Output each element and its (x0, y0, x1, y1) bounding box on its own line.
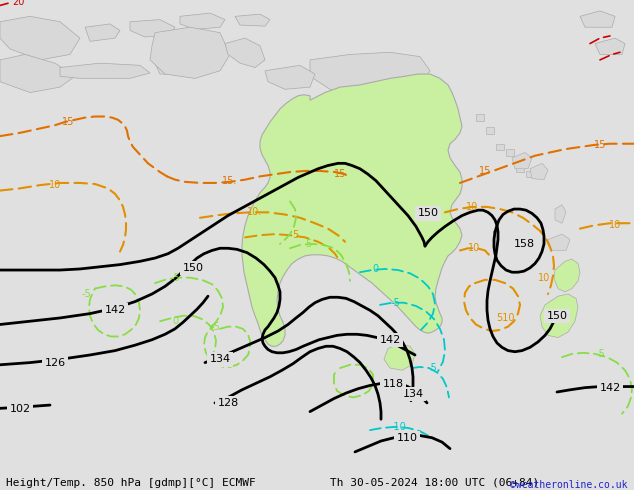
Text: 15.: 15. (223, 176, 238, 186)
Text: 142: 142 (599, 383, 621, 392)
Polygon shape (150, 27, 230, 78)
Text: -5: -5 (390, 298, 400, 308)
Polygon shape (512, 152, 532, 169)
Polygon shape (130, 20, 175, 37)
Text: 15: 15 (61, 117, 74, 127)
Polygon shape (486, 127, 494, 134)
Text: 134: 134 (209, 354, 231, 365)
Polygon shape (155, 60, 200, 74)
Polygon shape (265, 65, 315, 89)
Text: 10: 10 (466, 202, 478, 212)
Text: 102: 102 (10, 404, 30, 415)
Text: 10: 10 (609, 220, 621, 230)
Polygon shape (506, 149, 514, 156)
Text: 142: 142 (105, 305, 126, 316)
Polygon shape (595, 38, 625, 54)
Polygon shape (85, 24, 120, 41)
Text: 15: 15 (594, 140, 606, 150)
Polygon shape (310, 52, 430, 96)
Text: 142: 142 (379, 335, 401, 345)
Text: 150: 150 (418, 208, 439, 219)
Polygon shape (0, 16, 80, 60)
Polygon shape (384, 344, 415, 370)
Text: Th 30-05-2024 18:00 UTC (06+84): Th 30-05-2024 18:00 UTC (06+84) (330, 478, 539, 488)
Polygon shape (242, 74, 462, 346)
Polygon shape (516, 166, 524, 172)
Polygon shape (476, 114, 484, 121)
Polygon shape (554, 259, 580, 292)
Text: -5: -5 (210, 321, 220, 332)
Text: 0: 0 (172, 316, 178, 326)
Polygon shape (60, 63, 150, 78)
Polygon shape (496, 144, 504, 150)
Text: -5: -5 (595, 349, 605, 359)
Text: -5: -5 (170, 272, 180, 283)
Text: 5: 5 (305, 239, 311, 249)
Polygon shape (180, 13, 225, 29)
Text: 15: 15 (334, 169, 346, 179)
Text: 10: 10 (538, 272, 550, 283)
Text: 158: 158 (514, 239, 534, 249)
Text: 10: 10 (49, 180, 61, 190)
Text: 10.: 10. (247, 207, 262, 218)
Polygon shape (0, 54, 75, 93)
Polygon shape (235, 14, 270, 26)
Text: -5: -5 (81, 289, 91, 299)
Polygon shape (540, 294, 578, 338)
Polygon shape (555, 205, 566, 223)
Text: 110: 110 (396, 433, 418, 443)
Text: -10: -10 (390, 422, 406, 432)
Text: 10: 10 (468, 243, 480, 253)
Text: 126: 126 (44, 358, 65, 368)
Polygon shape (548, 234, 570, 250)
Text: 5: 5 (292, 230, 298, 240)
Text: 150: 150 (183, 263, 204, 273)
Text: 118: 118 (382, 379, 404, 390)
Text: 128: 128 (217, 398, 238, 408)
Text: 150: 150 (547, 311, 567, 321)
Text: -5: -5 (427, 363, 437, 373)
Text: 20: 20 (12, 0, 24, 7)
Polygon shape (526, 171, 534, 177)
Polygon shape (225, 38, 265, 68)
Text: 510: 510 (496, 313, 514, 323)
Text: 15: 15 (479, 166, 491, 176)
Text: 0: 0 (372, 264, 378, 274)
Text: ©weatheronline.co.uk: ©weatheronline.co.uk (510, 480, 628, 490)
Text: Height/Temp. 850 hPa [gdmp][°C] ECMWF: Height/Temp. 850 hPa [gdmp][°C] ECMWF (6, 478, 256, 488)
Text: 134: 134 (403, 389, 424, 399)
Polygon shape (580, 11, 615, 27)
Polygon shape (530, 163, 548, 180)
